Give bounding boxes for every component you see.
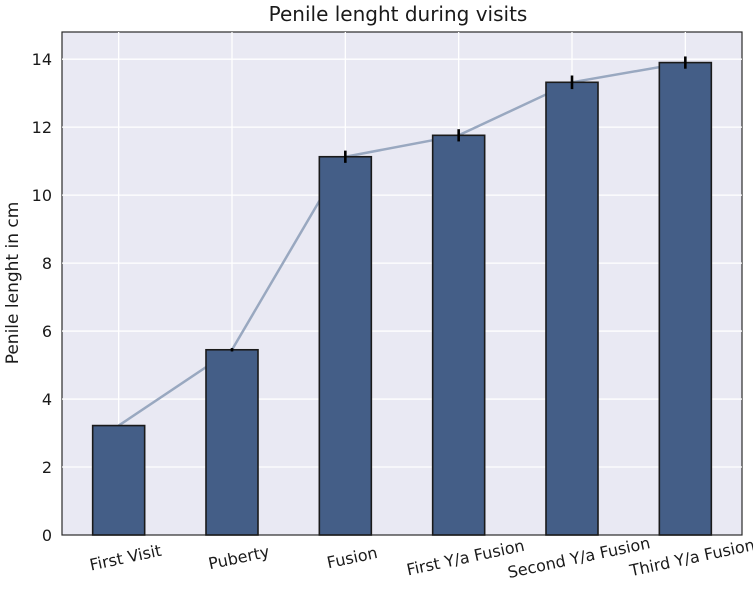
y-tick-label: 2 — [42, 458, 52, 477]
bar — [318, 155, 373, 536]
y-tick-label: 6 — [42, 322, 52, 341]
x-tick-label: Fusion — [325, 543, 379, 572]
error-bars-group — [230, 56, 687, 352]
plot-area — [61, 31, 743, 536]
x-tick-label: First Visit — [88, 541, 163, 575]
y-tick-label: 4 — [42, 390, 52, 409]
y-tick-label: 8 — [42, 254, 52, 273]
bar — [205, 348, 259, 536]
chart-title: Penile lenght during visits — [269, 2, 528, 26]
y-tick-label: 0 — [42, 526, 52, 545]
y-tick-label: 14 — [32, 50, 52, 69]
bar — [431, 134, 486, 536]
bar — [545, 81, 599, 536]
y-tick-label: 12 — [32, 118, 52, 137]
bar — [91, 424, 146, 536]
y-axis-label: Penile lenght in cm — [3, 202, 23, 365]
y-tick-label: 10 — [32, 186, 52, 205]
y-axis-ticks: 0 2 4 6 8 10 12 14 — [32, 50, 52, 545]
x-axis-ticks: First Visit Puberty Fusion First Y/a Fusion… — [88, 533, 753, 582]
bars-group — [91, 61, 713, 536]
bar — [658, 61, 713, 536]
x-tick-label: Puberty — [207, 542, 271, 573]
